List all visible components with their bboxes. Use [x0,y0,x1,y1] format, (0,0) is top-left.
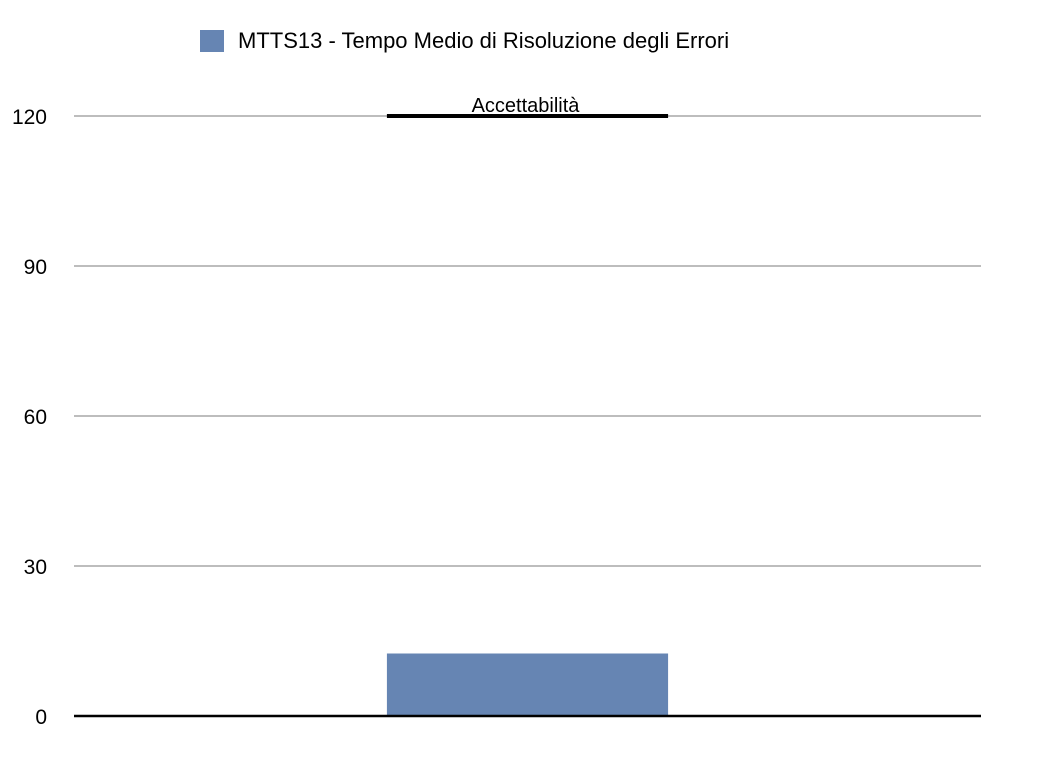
threshold: Accettabilità [386,95,669,118]
bars [386,653,669,716]
y-tick-label: 90 [24,256,47,279]
y-axis-ticks: 0 30 60 90 120 [12,106,47,729]
legend-label: MTTS13 - Tempo Medio di Risoluzione degl… [238,28,730,53]
y-tick-label: 0 [35,706,47,729]
threshold-label: Accettabilità [472,95,581,117]
bar-0-0 [386,653,669,716]
y-tick-label: 60 [24,406,47,429]
y-tick-label: 30 [24,556,47,579]
gridlines [74,115,981,567]
chart-legend: MTTS13 - Tempo Medio di Risoluzione degl… [200,28,729,54]
legend-swatch [200,30,224,52]
y-tick-label: 120 [12,106,47,129]
